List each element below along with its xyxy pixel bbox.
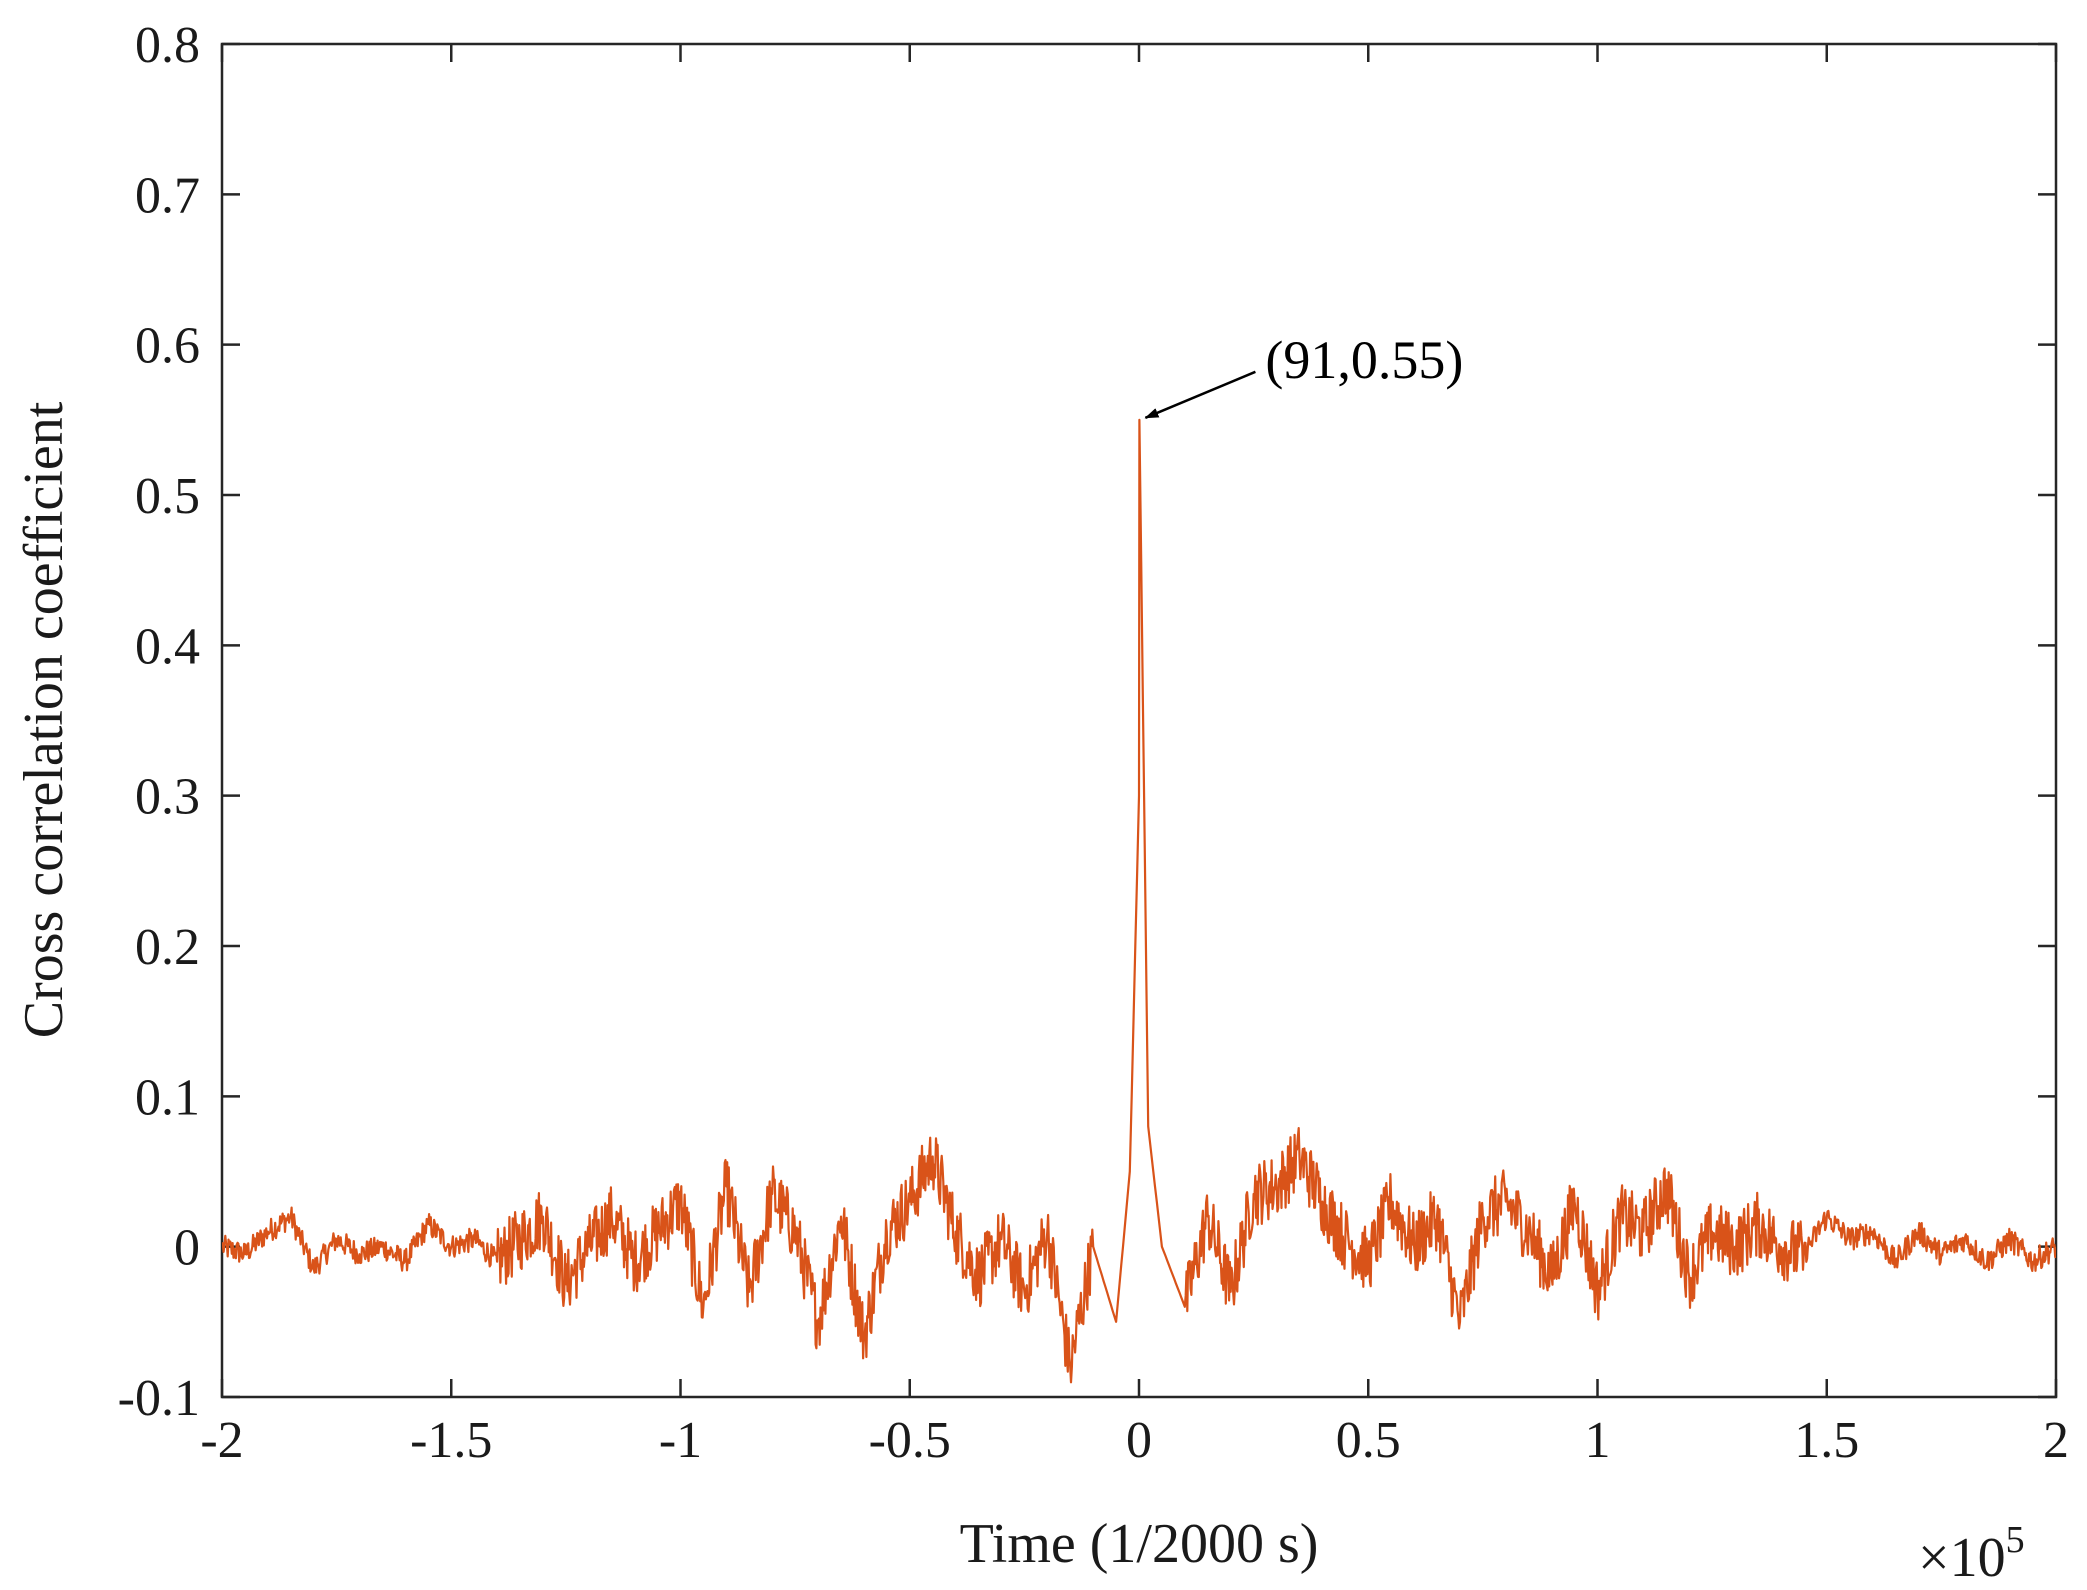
y-tick-label: 0.6	[135, 318, 200, 375]
x-tick-label: -0.5	[869, 1412, 951, 1469]
y-tick-label: 0	[174, 1220, 200, 1277]
annotation-label: (91,0.55)	[1265, 330, 1463, 390]
y-tick-label: 0.5	[135, 468, 200, 525]
x-tick-label: 2	[2043, 1412, 2069, 1469]
y-tick-label: 0.8	[135, 17, 200, 74]
x-tick-label: -1	[659, 1412, 702, 1469]
x-tick-label: 1.5	[1794, 1412, 1859, 1469]
x-tick-label: -1.5	[410, 1412, 492, 1469]
y-axis-title: Cross correlation coefficient	[13, 401, 75, 1038]
x-tick-label: -2	[200, 1412, 243, 1469]
y-tick-label: -0.1	[118, 1370, 200, 1427]
x-tick-label: 0	[1126, 1412, 1152, 1469]
y-tick-labels: -0.1 0 0.1 0.2 0.3 0.4 0.5 0.6 0.7 0.8	[118, 17, 200, 1427]
y-tick-label: 0.2	[135, 919, 200, 976]
x-tick-labels: -2 -1.5 -1 -0.5 0 0.5 1 1.5 2	[200, 1412, 2069, 1469]
series-line	[222, 418, 2056, 1384]
x-tick-label: 0.5	[1336, 1412, 1401, 1469]
annotation-arrow	[1144, 370, 1256, 419]
y-tick-label: 0.7	[135, 167, 200, 224]
x-tick-label: 1	[1585, 1412, 1611, 1469]
y-tick-label: 0.1	[135, 1069, 200, 1126]
x-exponent-base: ×10	[1918, 1527, 2006, 1589]
x-axis-title: Time (1/2000 s)	[960, 1513, 1319, 1575]
x-axis-exponent: ×105	[1918, 1519, 2025, 1589]
x-exponent-power: 5	[2006, 1519, 2025, 1561]
y-tick-label: 0.4	[135, 618, 200, 675]
y-tick-label: 0.3	[135, 769, 200, 826]
